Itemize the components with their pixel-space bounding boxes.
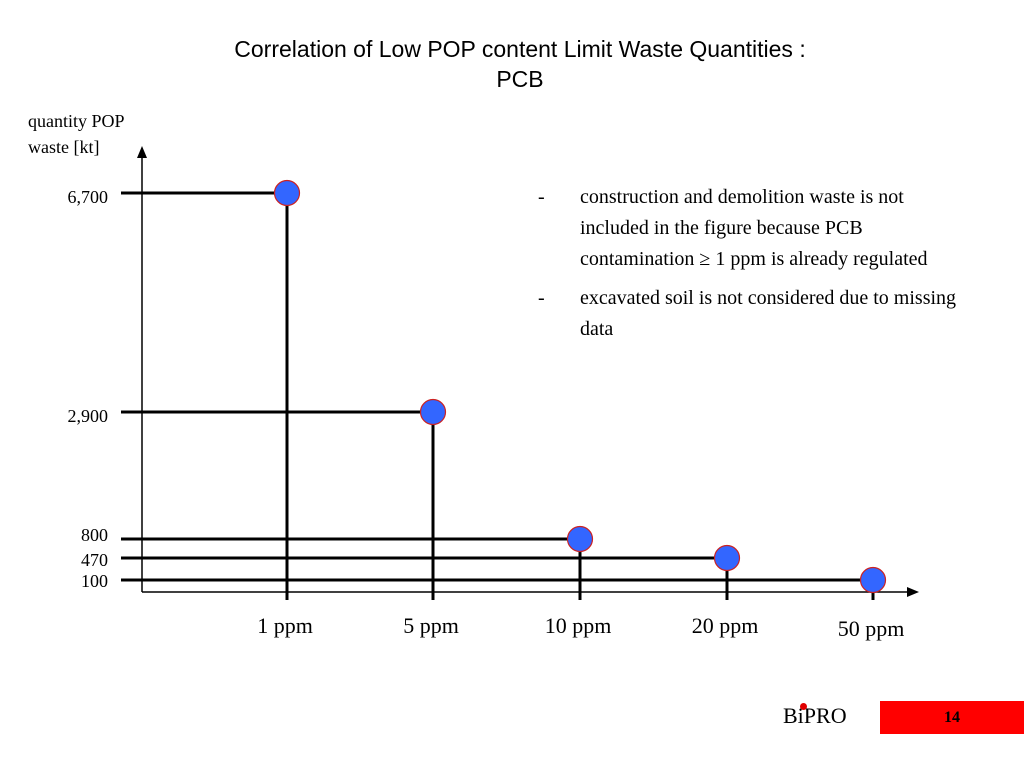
note-item: - construction and demolition waste is n…	[538, 182, 968, 275]
y-axis-label: quantity POP waste [kt]	[28, 108, 168, 160]
y-tick-label: 800	[81, 525, 108, 545]
note-text: excavated soil is not considered due to …	[580, 287, 957, 340]
data-point	[273, 179, 301, 207]
data-point	[713, 544, 741, 572]
logo-text: BiPRO	[783, 703, 847, 728]
y-tick-label: 470	[81, 550, 108, 570]
page-number: 14	[944, 708, 960, 726]
note-text: construction and demolition waste is not…	[580, 186, 928, 270]
x-tick-label: 1 ppm	[257, 613, 313, 638]
y-axis-label-line-2: waste [kt]	[28, 137, 100, 157]
y-tick-label: 6,700	[68, 187, 109, 207]
note-dash: -	[538, 186, 545, 208]
y-tick-label: 100	[81, 571, 108, 591]
note-dash: -	[538, 287, 545, 309]
y-axis-arrow	[137, 146, 147, 158]
title-line-1: Correlation of Low POP content Limit Was…	[234, 36, 806, 62]
logo-dot	[800, 703, 807, 710]
x-tick-label: 5 ppm	[403, 613, 459, 638]
x-tick-label: 50 ppm	[838, 616, 905, 641]
x-axis-arrow	[907, 587, 919, 597]
data-point	[859, 566, 887, 594]
bipro-logo: BiPRO	[783, 703, 847, 729]
y-tick-label: 2,900	[68, 406, 109, 426]
data-point	[419, 398, 447, 426]
title-line-2: PCB	[496, 66, 544, 92]
page-title: Correlation of Low POP content Limit Was…	[120, 34, 920, 94]
data-point	[566, 525, 594, 553]
x-tick-label: 10 ppm	[545, 613, 612, 638]
notes-list: - construction and demolition waste is n…	[538, 182, 968, 353]
y-axis-label-line-1: quantity POP	[28, 111, 125, 131]
x-tick-label: 20 ppm	[692, 613, 759, 638]
note-item: - excavated soil is not considered due t…	[538, 283, 968, 345]
page-number-badge: 14	[880, 701, 1024, 734]
